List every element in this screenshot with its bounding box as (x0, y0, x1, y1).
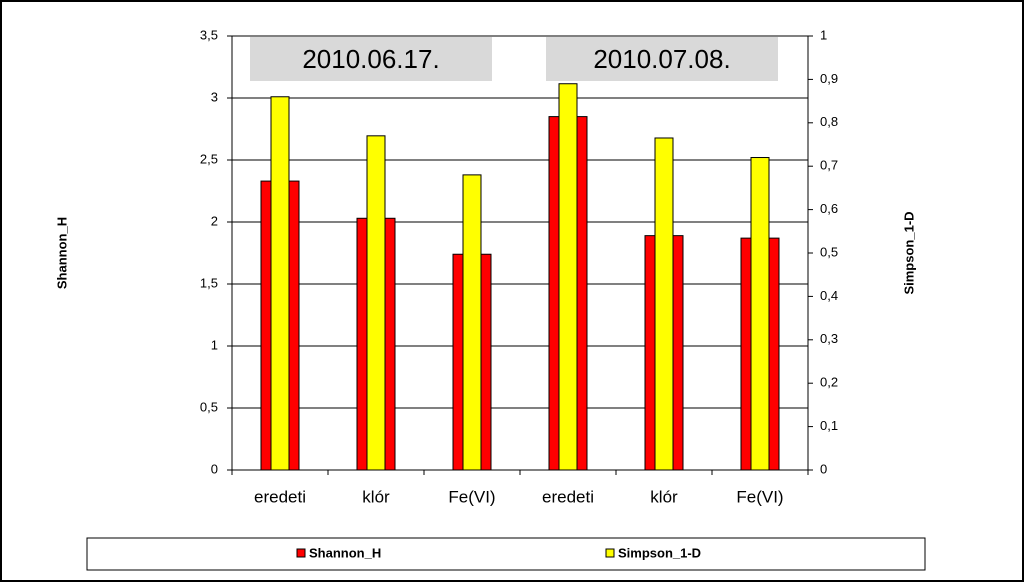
y2-tick-label: 0,4 (820, 288, 838, 303)
bar (750, 157, 770, 471)
annotation: 2010.07.08. (593, 44, 730, 74)
legend-swatch (296, 548, 306, 558)
y2-tick-label: 1 (820, 27, 827, 42)
y2-tick-label: 0 (820, 461, 827, 476)
legend-swatch (605, 548, 615, 558)
bar (462, 174, 482, 471)
bar (558, 83, 578, 471)
x-tick-label: Fe(VI) (448, 487, 495, 506)
legend-box (86, 537, 926, 571)
x-tick-label: eredeti (254, 487, 306, 506)
y2-tick-label: 0,5 (820, 244, 838, 259)
x-tick-label: klór (650, 487, 678, 506)
y-tick-label: 1,5 (200, 275, 218, 290)
y-tick-label: 3 (211, 89, 218, 104)
y-tick-label: 2 (211, 213, 218, 228)
y-axis-title: Shannon_H (54, 217, 69, 289)
y-tick-label: 2,5 (200, 151, 218, 166)
bar (270, 96, 290, 471)
y-tick-label: 0 (211, 461, 218, 476)
x-tick-label: eredeti (542, 487, 594, 506)
y2-tick-label: 0,2 (820, 375, 838, 390)
y2-tick-label: 0,1 (820, 418, 838, 433)
y2-tick-label: 0,3 (820, 331, 838, 346)
x-tick-label: klór (362, 487, 390, 506)
legend-label: Simpson_1-D (618, 545, 701, 560)
annotation-box (250, 37, 492, 81)
y2-tick-label: 0,9 (820, 71, 838, 86)
y-tick-label: 0,5 (200, 399, 218, 414)
y2-axis-title: Simpson_1-D (901, 211, 916, 294)
y2-tick-label: 0,8 (820, 114, 838, 129)
bar (366, 135, 386, 471)
y2-tick-label: 0,7 (820, 158, 838, 173)
y-tick-label: 3,5 (200, 27, 218, 42)
y2-tick-label: 0,6 (820, 201, 838, 216)
x-tick-label: Fe(VI) (736, 487, 783, 506)
annotation-box (546, 37, 778, 81)
y-tick-label: 1 (211, 337, 218, 352)
bar (654, 137, 674, 471)
legend-label: Shannon_H (309, 545, 381, 560)
annotation: 2010.06.17. (302, 44, 439, 74)
